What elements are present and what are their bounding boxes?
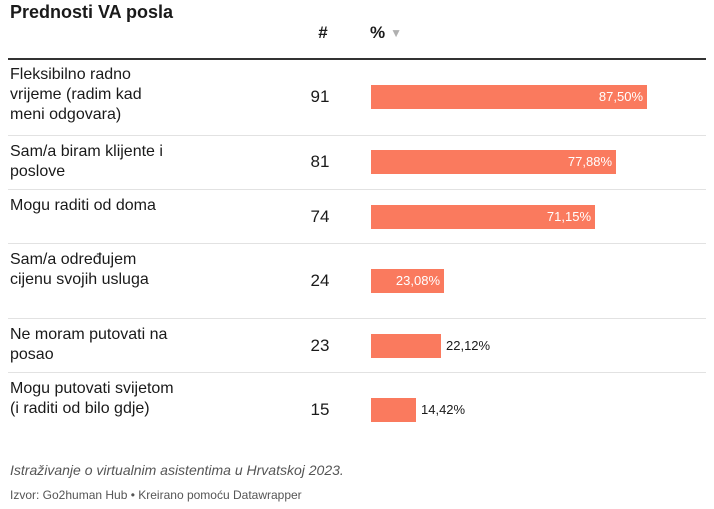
- bar: [371, 269, 444, 293]
- row-count: 23: [310, 336, 330, 355]
- bar-value-label: 77,88%: [567, 154, 612, 169]
- bar-value-label: 14,42%: [421, 402, 466, 417]
- bar-value-label: 23,08%: [395, 273, 440, 288]
- column-header-percent[interactable]: % ▼: [370, 23, 402, 43]
- table-row: Mogu raditi od doma 74 71,15%: [8, 190, 706, 244]
- column-header-label[interactable]: Prednosti VA posla: [10, 2, 174, 22]
- chart-notes: Istraživanje o virtualnim asistentima u …: [10, 462, 344, 478]
- bar-cell: 14,42%: [371, 398, 701, 422]
- table-row: Sam/a biram klijente i poslove 81 77,88%: [8, 136, 706, 190]
- bar-value-label: 22,12%: [446, 338, 491, 353]
- row-label: Fleksibilno radno vrijeme (radim kad men…: [10, 66, 142, 123]
- table-row: Fleksibilno radno vrijeme (radim kad men…: [8, 60, 706, 136]
- bar-value-label: 87,50%: [598, 89, 643, 104]
- bar-value-label: 71,15%: [546, 209, 591, 224]
- row-count: 15: [310, 400, 330, 419]
- bar-cell: 22,12%: [371, 334, 701, 358]
- sort-descending-icon[interactable]: ▼: [390, 26, 403, 40]
- bar-cell: 71,15%: [371, 205, 701, 229]
- row-label: Ne moram putovati na posao: [10, 326, 168, 363]
- bar: [371, 150, 616, 174]
- table-row: Sam/a određujem cijenu svojih usluga 24 23…: [8, 244, 706, 319]
- bar: [371, 398, 416, 422]
- chart-byline: Izvor: Go2human Hub • Kreirano pomoću Da…: [10, 488, 302, 502]
- column-header-percent-label: %: [370, 23, 386, 42]
- row-count: 74: [310, 207, 330, 226]
- bar: [371, 334, 441, 358]
- row-label: Mogu raditi od doma: [10, 197, 156, 214]
- chart-table: Prednosti VA posla # % ▼ Fleksibilno radn…: [8, 0, 706, 447]
- bar-cell: 87,50%: [371, 85, 701, 109]
- bar-cell: 23,08%: [371, 269, 701, 293]
- row-label: Sam/a određujem cijenu svojih usluga: [10, 251, 149, 288]
- row-count: 91: [310, 87, 330, 106]
- row-count: 81: [310, 152, 330, 171]
- bar: [371, 205, 595, 229]
- row-count: 24: [310, 271, 330, 290]
- table-row: Ne moram putovati na posao 23 22,12%: [8, 319, 706, 373]
- row-label: Mogu putovati svijetom (i raditi od bilo…: [10, 380, 174, 417]
- table-row: Mogu putovati svijetom (i raditi od bilo…: [8, 373, 706, 447]
- table-header: Prednosti VA posla # % ▼: [8, 0, 706, 60]
- bar-cell: 77,88%: [371, 150, 701, 174]
- bar: [371, 85, 647, 109]
- column-header-count[interactable]: #: [318, 23, 328, 42]
- table-body: Fleksibilno radno vrijeme (radim kad men…: [8, 60, 706, 447]
- row-label: Sam/a biram klijente i poslove: [10, 143, 163, 180]
